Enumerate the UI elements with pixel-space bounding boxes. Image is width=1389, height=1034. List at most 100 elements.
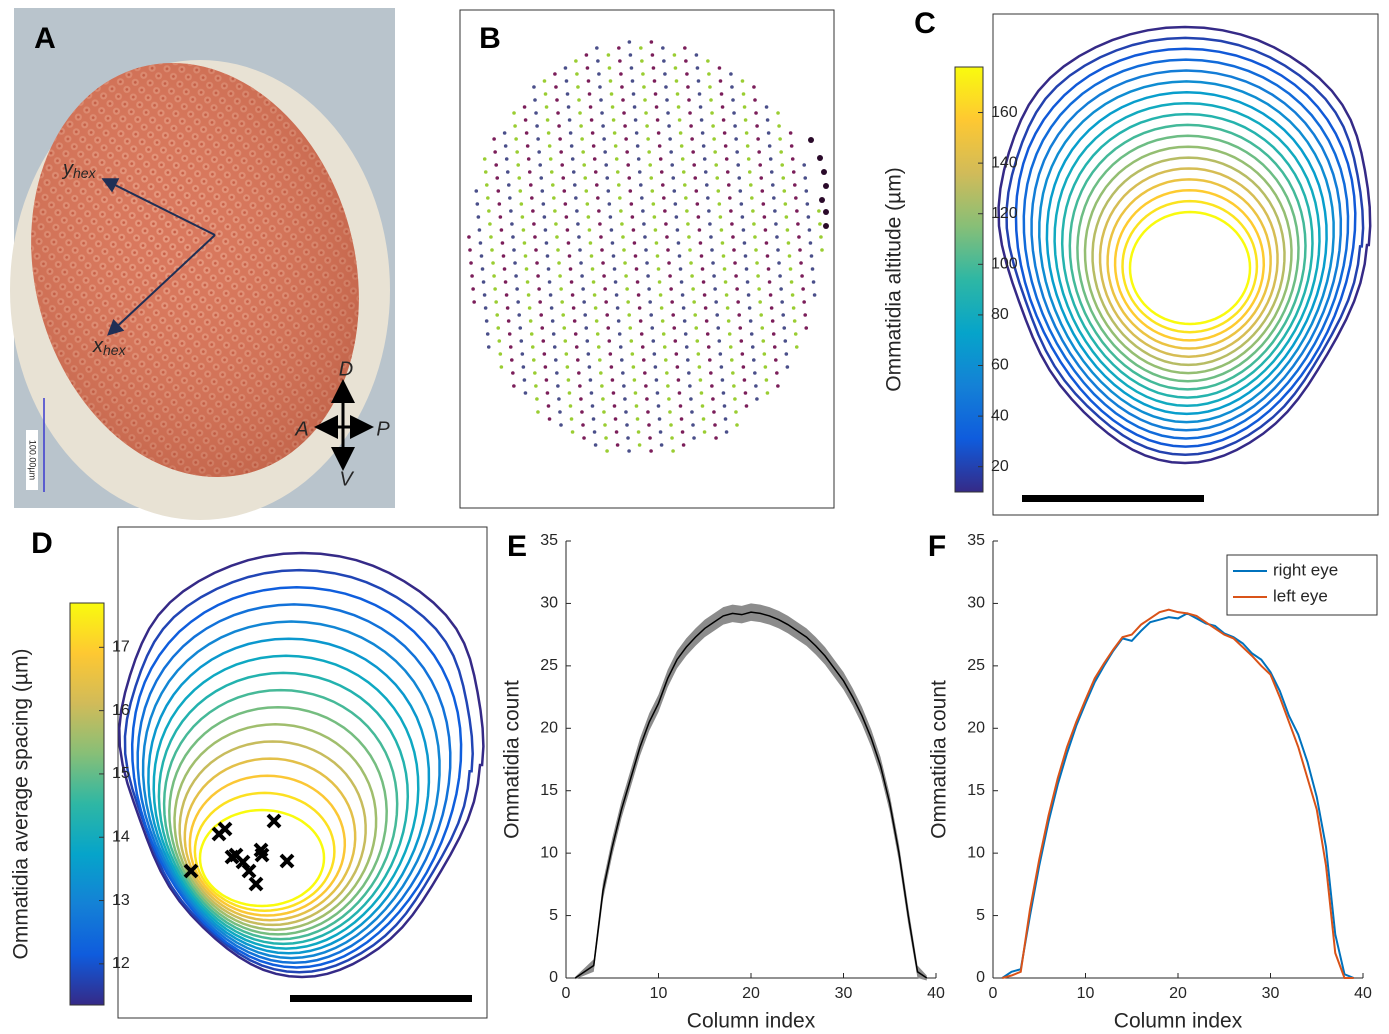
ommatidium-dot — [565, 228, 570, 232]
ommatidium-dot — [788, 131, 793, 135]
ommatidium-dot — [544, 378, 549, 382]
x-tick-label: 10 — [650, 985, 668, 1002]
ommatidium-dot — [538, 163, 542, 167]
ommatidium-dot — [769, 306, 774, 310]
ommatidium-dot — [564, 215, 569, 219]
ommatidium-dot — [567, 118, 572, 122]
ommatidium-dot — [601, 124, 605, 128]
ommatidium-dot — [627, 40, 632, 44]
contour-line — [193, 791, 336, 912]
ommatidium-dot — [469, 261, 473, 265]
ommatidium-dot — [537, 287, 541, 291]
ommatidium-dot — [633, 254, 638, 258]
ommatidium-dot — [495, 313, 500, 317]
ommatidium-dot — [720, 378, 725, 382]
ommatidium-dot — [693, 176, 698, 180]
ommatidium-dot — [732, 384, 736, 388]
ommatidium-dot — [789, 144, 794, 148]
ommatidium-dot — [515, 150, 519, 154]
ommatidium-dot — [692, 163, 696, 167]
ommatidium-dot — [509, 209, 513, 213]
ommatidium-dot — [555, 371, 559, 375]
ommatidium-dot — [629, 202, 634, 206]
ommatidium-dot — [543, 228, 548, 232]
ommatidium-dot — [664, 358, 668, 362]
y-axis-label: Ommatidia count — [928, 680, 951, 839]
peak-marker — [235, 854, 251, 870]
ommatidium-dot — [487, 209, 491, 213]
ommatidium-dot — [625, 150, 629, 154]
ommatidium-dot — [669, 287, 673, 291]
ommatidium-dot — [779, 150, 783, 154]
ommatidium-dot — [579, 124, 583, 128]
ommatidium-dot — [577, 235, 581, 239]
ommatidium-dot — [630, 352, 635, 356]
ommatidium-dot — [695, 202, 700, 206]
series-line — [1001, 608, 1354, 979]
ommatidium-dot — [567, 391, 572, 395]
ommatidium-dot — [663, 72, 667, 76]
ommatidium-dot — [724, 293, 729, 297]
ommatidium-dot — [629, 339, 634, 343]
ommatidium-dot — [576, 358, 580, 362]
ommatidium-dot — [755, 261, 759, 265]
ommatidium-dot — [626, 300, 630, 304]
ommatidium-dot — [624, 274, 628, 278]
ommatidium-dot — [610, 241, 615, 245]
ommatidium-dot — [595, 46, 599, 50]
ommatidium-dot — [765, 118, 770, 122]
ommatidium-dot — [590, 131, 595, 135]
y-tick-label: 120 — [991, 205, 1018, 222]
ommatidium-dot — [512, 111, 516, 115]
ommatidium-dot — [604, 436, 608, 440]
ommatidium-dot — [589, 391, 594, 395]
ommatidium-dot — [508, 196, 512, 200]
ommatidium-dot — [747, 170, 752, 174]
ommatidium-dot — [659, 443, 664, 447]
ommatidium-dot — [597, 72, 601, 76]
ommatidium-dot — [532, 222, 536, 226]
ommatidium-dot — [684, 345, 689, 349]
ommatidium-dot — [608, 215, 613, 219]
x-tick-label: 40 — [927, 985, 945, 1002]
ommatidium-dot — [494, 300, 498, 304]
ommatidium-dot — [626, 436, 630, 440]
ommatidium-dot — [817, 209, 821, 213]
ommatidium-dot — [580, 274, 584, 278]
contour-line — [1045, 91, 1328, 416]
panel-frame — [117, 526, 488, 1019]
direction-label: P — [376, 418, 390, 440]
ommatidium-dot — [718, 79, 723, 83]
ommatidium-dot — [683, 46, 687, 50]
ommatidium-dot — [620, 222, 624, 226]
ommatidium-dot — [549, 170, 554, 174]
ommatidium-dot — [566, 105, 571, 109]
y-tick-label: 25 — [540, 657, 558, 674]
ommatidium-dot — [617, 46, 621, 50]
ommatidium-dot — [702, 430, 707, 434]
ommatidium-dot — [722, 267, 727, 271]
ommatidium-dot — [662, 345, 667, 349]
ommatidium-dot — [640, 345, 645, 349]
ommatidium-dot — [505, 306, 510, 310]
ommatidium-dot — [625, 287, 629, 291]
ommatidium-dot — [645, 124, 649, 128]
ommatidium-dot — [659, 306, 664, 310]
ommatidium-dot — [808, 241, 813, 245]
ommatidium-dot — [701, 144, 706, 148]
ommatidium-dot — [568, 404, 573, 408]
ommatidium-dot — [623, 124, 627, 128]
ommatidium-dot — [573, 183, 577, 187]
ommatidium-dot — [632, 241, 637, 245]
ommatidium-dot — [682, 319, 687, 323]
ommatidium-dot — [624, 137, 628, 141]
ommatidium-dot — [810, 267, 815, 271]
ommatidium-dot — [735, 287, 739, 291]
ommatidium-dot — [741, 92, 746, 96]
ommatidium-dot — [712, 274, 716, 278]
ommatidium-dot — [781, 176, 786, 180]
contour-line — [136, 603, 452, 965]
ommatidium-dot — [750, 345, 755, 349]
ommatidium-dot — [632, 105, 637, 109]
ommatidium-dot — [567, 254, 572, 258]
